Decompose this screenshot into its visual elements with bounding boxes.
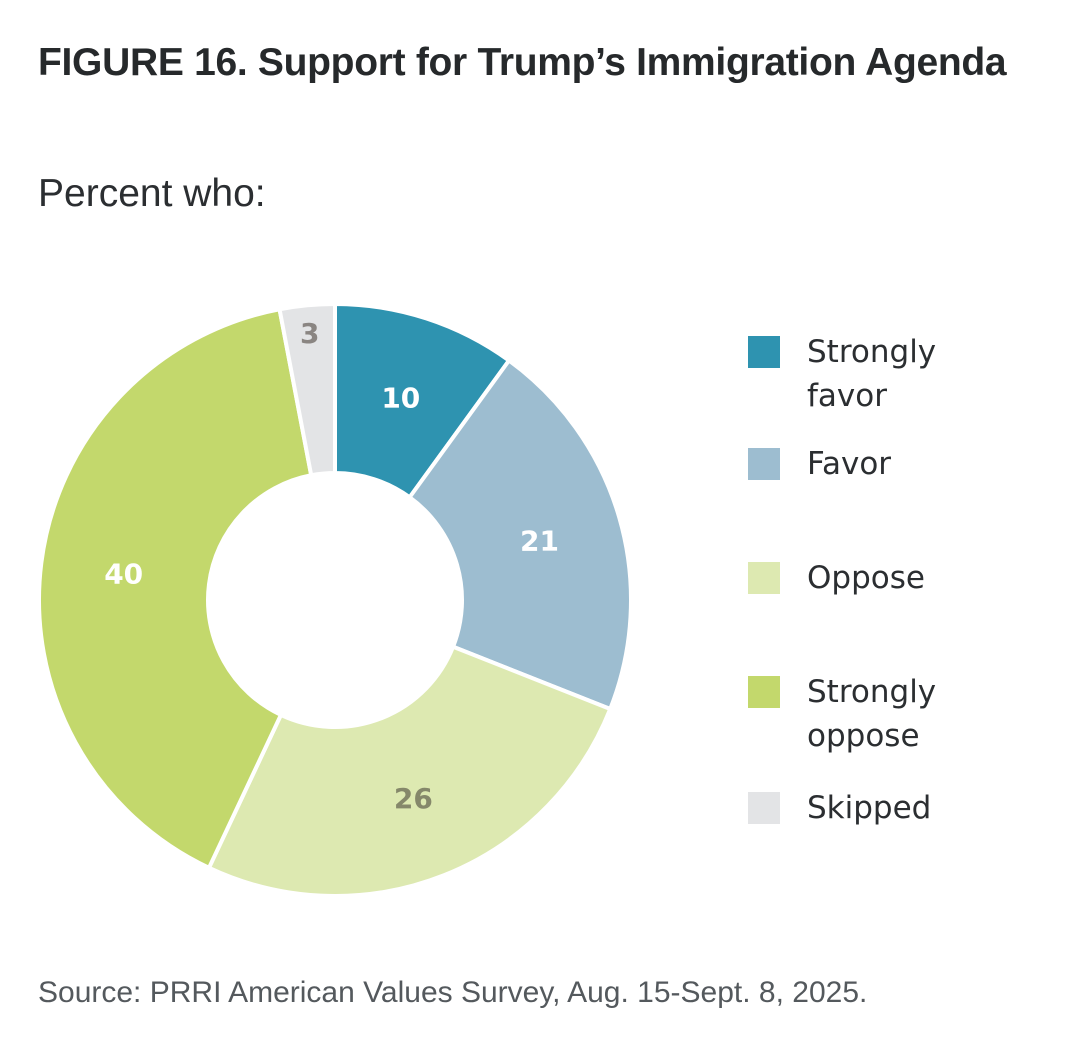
source-note: Source: PRRI American Values Survey, Aug… (38, 976, 868, 1009)
donut-slice-favor (406, 357, 633, 712)
legend-item-skipped: Skipped (748, 786, 1027, 830)
legend-item-favor: Favor (748, 442, 1027, 486)
data-label-favor: 21 (520, 525, 559, 558)
legend-swatch (748, 792, 780, 824)
chart-subtitle: Percent who: (38, 172, 266, 215)
chart-title: FIGURE 16. Support for Trump’s Immigrati… (38, 41, 1007, 84)
data-label-strongly-favor: 10 (381, 381, 420, 414)
donut-slice-oppose (206, 644, 613, 898)
legend-label: Strongly oppose (807, 674, 937, 754)
legend-swatch (748, 336, 780, 368)
donut-slice-skipped (277, 301, 337, 478)
data-label-strongly-oppose: 40 (104, 557, 143, 590)
donut-slice-strongly-oppose (37, 306, 314, 871)
legend-item-strongly-oppose: Strongly oppose (748, 670, 957, 758)
legend-label: Strongly favor (807, 334, 937, 414)
legend-swatch (748, 676, 780, 708)
legend-item-oppose: Oppose (748, 556, 1027, 600)
legend-swatch (748, 448, 780, 480)
data-label-oppose: 26 (394, 782, 433, 815)
legend-label: Oppose (807, 560, 925, 596)
legend-swatch (748, 562, 780, 594)
legend-label: Favor (807, 446, 892, 482)
legend-item-strongly-favor: Strongly favor (748, 330, 957, 418)
legend-label: Skipped (807, 790, 932, 826)
data-label-skipped: 3 (300, 317, 319, 350)
